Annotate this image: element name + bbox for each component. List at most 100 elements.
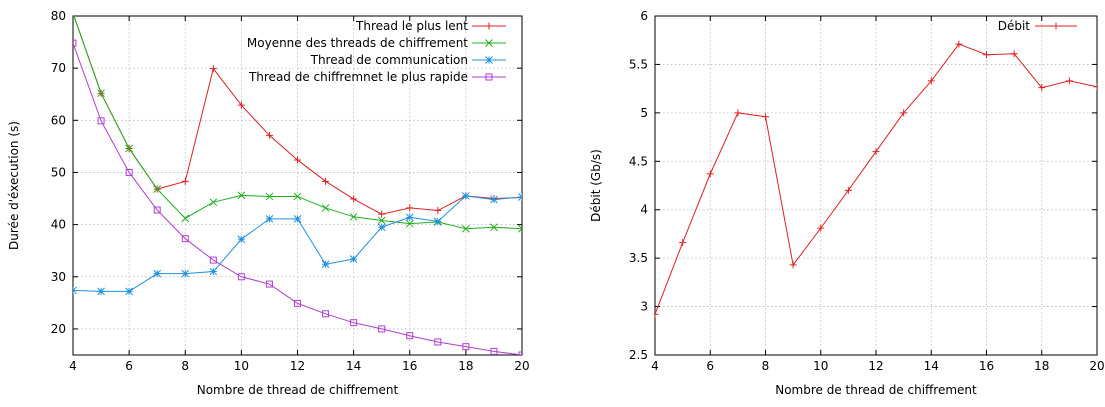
data-point xyxy=(844,186,852,194)
data-point xyxy=(237,101,245,109)
data-point xyxy=(490,195,498,204)
y-axis-label: Débit (Gb/s) xyxy=(589,149,603,222)
series-3 xyxy=(73,192,522,296)
data-point xyxy=(955,40,963,48)
legend-marker xyxy=(1052,22,1060,30)
data-point xyxy=(97,89,105,98)
x-tick-label: 14 xyxy=(924,359,939,373)
data-point xyxy=(1065,77,1073,85)
data-point xyxy=(405,213,414,222)
axis-ticks: 4 6 8 10 12 14 16 18 20 2.5 3 3.5 4 4.5 5 5.5 6 xyxy=(629,9,1105,373)
data-point xyxy=(73,39,77,47)
x-tick-label: 6 xyxy=(706,359,714,373)
data-point xyxy=(125,168,133,176)
data-point xyxy=(321,260,330,269)
x-tick-label: 18 xyxy=(1034,359,1049,373)
x-tick-label: 8 xyxy=(181,359,189,373)
data-point xyxy=(125,287,133,296)
data-point xyxy=(462,224,470,233)
data-point xyxy=(265,280,273,288)
y-tick-label: 5 xyxy=(640,106,648,120)
series-1 xyxy=(655,40,1097,318)
x-tick-label: 20 xyxy=(514,359,529,373)
x-tick-label: 4 xyxy=(69,359,77,373)
x-tick-label: 16 xyxy=(402,359,417,373)
data-point xyxy=(153,206,161,214)
data-point xyxy=(237,273,245,281)
y-tick-label: 80 xyxy=(51,9,66,23)
y-tick-label: 4 xyxy=(640,203,648,217)
data-point xyxy=(209,267,218,276)
x-tick-label: 8 xyxy=(762,359,770,373)
data-point xyxy=(97,117,105,125)
data-point xyxy=(181,235,189,243)
legend-label: Thread le plus lent xyxy=(355,19,468,33)
data-point xyxy=(153,185,162,194)
data-point xyxy=(927,77,935,85)
data-point xyxy=(97,287,105,296)
data-point xyxy=(265,192,274,201)
data-point xyxy=(322,310,330,318)
data-point xyxy=(434,338,442,346)
data-point xyxy=(706,170,714,178)
data-point xyxy=(321,204,330,212)
x-tick-label: 12 xyxy=(868,359,883,373)
series-4 xyxy=(73,39,522,355)
data-point xyxy=(900,109,908,117)
legend-label: Moyenne des threads de chiffrement xyxy=(247,36,468,50)
gridlines xyxy=(655,16,1097,355)
data-point xyxy=(679,239,687,247)
y-tick-label: 30 xyxy=(51,270,66,284)
data-point xyxy=(433,217,442,226)
y-tick-label: 3 xyxy=(640,300,648,314)
data-point xyxy=(153,269,162,278)
data-point xyxy=(181,269,190,278)
y-tick-label: 60 xyxy=(51,113,66,127)
data-point xyxy=(378,325,386,333)
data-point xyxy=(405,219,414,228)
x-tick-label: 14 xyxy=(346,359,361,373)
data-point xyxy=(983,51,990,59)
y-axis-label: Durée d'éxecution (s) xyxy=(7,121,21,250)
data-point xyxy=(378,210,386,218)
data-point xyxy=(518,193,522,201)
data-point xyxy=(734,109,742,117)
y-tick-label: 6 xyxy=(640,9,648,23)
x-tick-label: 12 xyxy=(290,359,305,373)
x-axis-label: Nombre de thread de chiffrement xyxy=(197,383,399,397)
y-tick-label: 5.5 xyxy=(629,57,648,71)
legend-marker xyxy=(485,39,493,47)
data-point xyxy=(518,224,522,233)
data-point xyxy=(490,223,498,232)
data-point xyxy=(377,223,386,232)
chart-panel-1: 4 6 8 10 12 14 16 18 20 20 30 40 50 60 70 80 Nombre de t… xyxy=(7,9,530,397)
legend-label: Débit xyxy=(998,19,1031,33)
x-axis-label: Nombre de thread de chiffrement xyxy=(775,383,977,397)
data-point xyxy=(209,256,217,264)
data-point xyxy=(817,224,825,232)
data-point xyxy=(209,65,217,73)
data-point xyxy=(655,310,659,318)
data-point xyxy=(265,131,273,139)
data-point xyxy=(762,113,769,121)
data-point xyxy=(1010,50,1018,58)
y-tick-label: 2.5 xyxy=(629,348,648,362)
data-point xyxy=(406,204,414,212)
y-tick-label: 3.5 xyxy=(629,251,648,265)
y-tick-label: 20 xyxy=(51,322,66,336)
data-point xyxy=(265,215,274,223)
legend-marker xyxy=(485,56,493,64)
data-point xyxy=(350,319,358,327)
data-point xyxy=(349,255,358,263)
data-point xyxy=(872,148,880,156)
chart-panel-2: 4 6 8 10 12 14 16 18 20 2.5 3 3.5 4 4.5 5 5.5 6 Nombre de… xyxy=(589,9,1105,397)
data-point xyxy=(294,156,301,164)
data-point xyxy=(125,144,133,153)
data-point xyxy=(73,286,77,295)
data-point xyxy=(181,177,189,185)
legend-label: Thread de communication xyxy=(310,53,468,67)
axis-ticks: 4 6 8 10 12 14 16 18 20 20 30 40 50 60 70 80 xyxy=(51,9,530,373)
gridlines xyxy=(73,16,522,355)
data-point xyxy=(349,212,358,221)
